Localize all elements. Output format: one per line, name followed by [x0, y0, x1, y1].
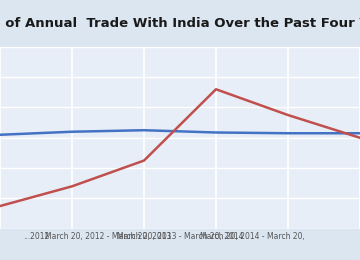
Text: Value of Annual  Trade With India Over the Past Four Years: Value of Annual Trade With India Over th… [0, 17, 360, 30]
